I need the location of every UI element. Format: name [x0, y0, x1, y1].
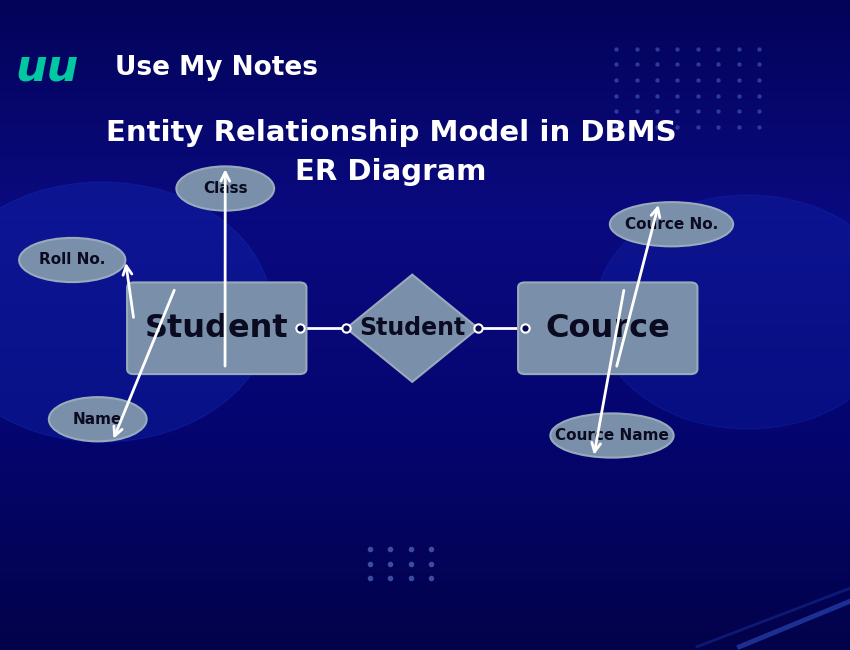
Text: Cource No.: Cource No.: [625, 216, 718, 232]
Text: Name: Name: [73, 411, 122, 427]
Ellipse shape: [609, 202, 733, 246]
Text: uu: uu: [15, 47, 78, 90]
Polygon shape: [347, 274, 478, 382]
Text: Cource: Cource: [546, 313, 670, 344]
Text: Student: Student: [145, 313, 288, 344]
Ellipse shape: [49, 397, 146, 441]
Text: Use My Notes: Use My Notes: [115, 55, 318, 81]
Text: Entity Relationship Model in DBMS: Entity Relationship Model in DBMS: [105, 119, 677, 148]
Ellipse shape: [177, 166, 274, 211]
Text: Student: Student: [359, 317, 466, 340]
Text: ER Diagram: ER Diagram: [295, 158, 487, 187]
Text: Class: Class: [203, 181, 247, 196]
Text: Roll No.: Roll No.: [39, 252, 105, 268]
Circle shape: [595, 195, 850, 429]
Text: Cource Name: Cource Name: [555, 428, 669, 443]
Ellipse shape: [551, 413, 673, 458]
FancyBboxPatch shape: [518, 282, 697, 374]
Ellipse shape: [20, 238, 126, 282]
Circle shape: [0, 182, 272, 442]
FancyBboxPatch shape: [128, 282, 306, 374]
